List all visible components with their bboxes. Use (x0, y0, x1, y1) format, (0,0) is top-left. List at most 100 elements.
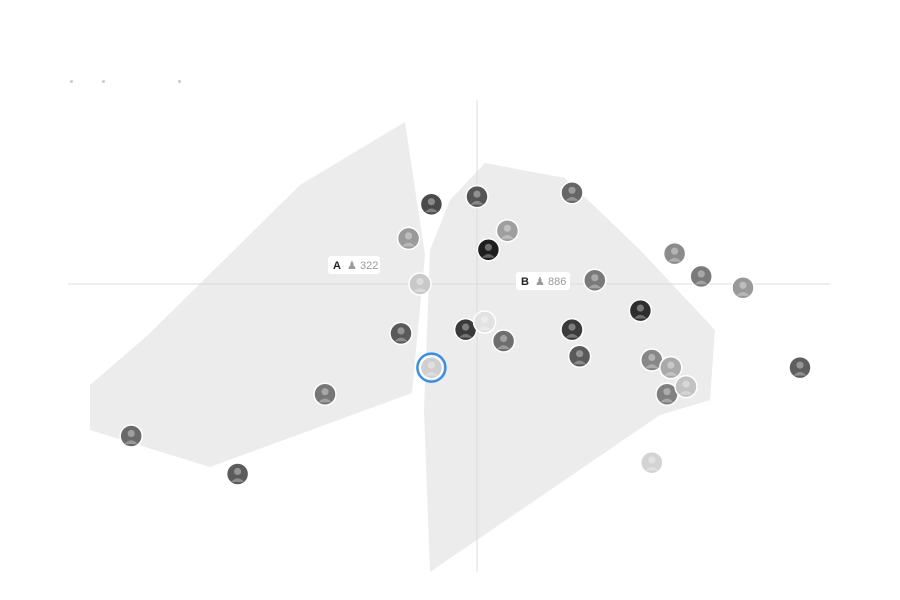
avatar-head-icon (667, 361, 675, 369)
person-icon: ♟ (347, 260, 357, 272)
svg-text:B ♟ 886: B ♟ 886 (521, 276, 566, 288)
avatar-body-icon (565, 197, 579, 201)
avatar-circle (560, 181, 584, 205)
data-point-5[interactable] (313, 382, 337, 406)
avatar-head-icon (671, 247, 679, 255)
avatar-head-icon (568, 186, 576, 194)
avatar-circle (731, 276, 755, 300)
avatar-body-icon (478, 326, 492, 330)
data-point-10[interactable] (495, 219, 520, 243)
data-point-28[interactable] (788, 355, 812, 380)
data-point-16[interactable] (472, 310, 497, 334)
data-point-11[interactable] (476, 238, 501, 262)
avatar-circle (389, 321, 413, 346)
data-point-27[interactable] (731, 276, 755, 300)
avatar-head-icon (473, 190, 481, 198)
avatar-body-icon (470, 200, 484, 205)
data-point-2[interactable] (396, 226, 421, 251)
data-point-25[interactable] (662, 241, 687, 266)
avatar-body-icon (459, 333, 473, 338)
avatar-body-icon (793, 371, 807, 376)
data-point-23[interactable] (674, 374, 698, 399)
avatar-body-icon (664, 371, 678, 376)
avatar-body-icon (318, 398, 332, 403)
avatar-body-icon (231, 478, 245, 482)
data-point-21[interactable] (659, 355, 683, 380)
avatar-head-icon (648, 353, 656, 362)
avatar-body-icon (694, 280, 708, 285)
avatar-body-icon (645, 466, 659, 471)
avatar-head-icon (576, 350, 584, 358)
avatar-circle (567, 344, 592, 368)
avatar-head-icon (682, 380, 690, 388)
data-point-3[interactable] (408, 272, 432, 296)
avatar-circle (465, 184, 489, 209)
data-point-24[interactable] (640, 450, 664, 475)
data-point-7[interactable] (225, 462, 250, 486)
avatar-body-icon (588, 284, 602, 289)
avatar-head-icon (127, 429, 135, 438)
data-point-8[interactable] (416, 352, 447, 383)
avatar-head-icon (796, 361, 804, 369)
avatar-circle (662, 241, 687, 266)
avatar-head-icon (321, 388, 329, 396)
avatar-circle (659, 355, 683, 380)
data-point-9[interactable] (465, 184, 489, 209)
avatar-body-icon (424, 208, 438, 213)
avatar-circle (491, 329, 516, 353)
avatar-circle (419, 355, 444, 380)
avatar-body-icon (679, 390, 693, 395)
data-point-1[interactable] (419, 192, 444, 216)
avatar-body-icon (402, 242, 416, 247)
avatar-head-icon (427, 361, 435, 369)
avatar-circle (225, 462, 250, 486)
avatar-head-icon (648, 456, 656, 464)
avatar-circle (419, 192, 444, 216)
person-icon: ♟ (535, 276, 545, 288)
data-point-17[interactable] (491, 329, 516, 353)
avatar-circle (628, 298, 653, 323)
data-point-13[interactable] (583, 268, 607, 292)
avatar-head-icon (663, 388, 671, 396)
svg-text:A ♟ 322: A ♟ 322 (333, 260, 378, 272)
data-point-6[interactable] (119, 424, 143, 448)
avatar-body-icon (668, 257, 682, 262)
data-point-26[interactable] (689, 264, 713, 289)
avatar-head-icon (636, 304, 645, 312)
avatar-head-icon (484, 243, 492, 251)
data-points (119, 181, 812, 486)
cluster-region-b (424, 163, 715, 572)
avatar-circle (674, 374, 698, 399)
avatar-body-icon (573, 360, 587, 365)
avatar-head-icon (591, 274, 599, 282)
data-point-4[interactable] (389, 321, 413, 346)
avatar-body-icon (645, 364, 659, 368)
avatar-body-icon (633, 314, 647, 319)
avatar-head-icon (416, 277, 424, 286)
data-point-15[interactable] (453, 317, 478, 342)
avatar-body-icon (124, 440, 138, 444)
data-point-12[interactable] (560, 181, 584, 205)
avatar-circle (313, 382, 337, 406)
avatar-body-icon (565, 333, 579, 338)
avatar-circle (472, 310, 497, 334)
avatar-head-icon (462, 323, 470, 331)
avatar-head-icon (397, 327, 405, 335)
avatar-head-icon (503, 224, 511, 232)
group-a-count: 322 (360, 260, 378, 272)
avatar-circle (560, 317, 584, 342)
group-b-count: 886 (548, 276, 566, 288)
cluster-region-a (90, 122, 425, 467)
data-point-19[interactable] (567, 344, 592, 368)
data-point-14[interactable] (628, 298, 653, 323)
avatar-head-icon (234, 467, 242, 476)
avatar-head-icon (697, 270, 705, 278)
data-point-18[interactable] (560, 317, 584, 342)
group-b-name: B (521, 276, 529, 288)
avatar-body-icon (413, 288, 427, 292)
avatar-body-icon (424, 371, 438, 376)
avatar-head-icon (427, 198, 435, 206)
data-point-22[interactable] (655, 382, 679, 406)
avatar-circle (396, 226, 421, 251)
